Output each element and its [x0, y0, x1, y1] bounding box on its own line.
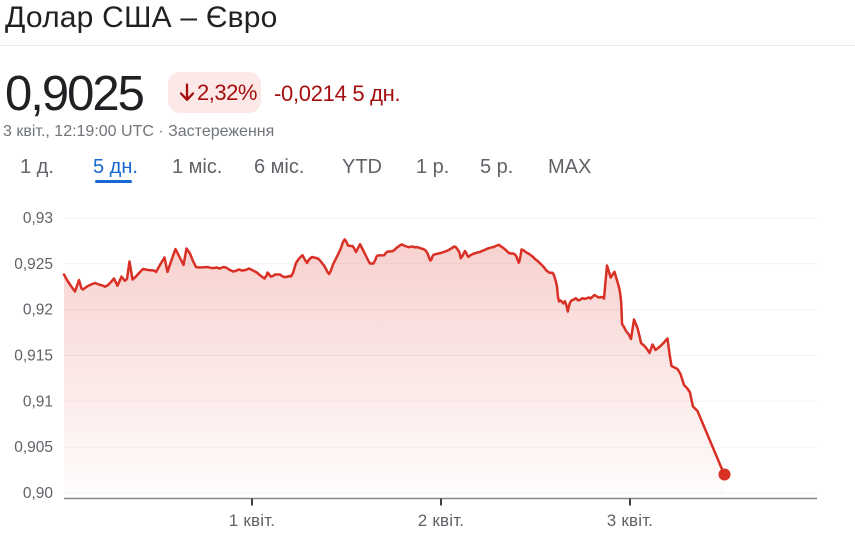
svg-text:0,90: 0,90 — [23, 485, 54, 502]
svg-text:2 квіт.: 2 квіт. — [418, 511, 464, 530]
svg-text:0,915: 0,915 — [14, 348, 53, 365]
svg-text:0,93: 0,93 — [23, 210, 53, 227]
svg-text:0,91: 0,91 — [23, 393, 53, 410]
svg-text:0,92: 0,92 — [23, 302, 53, 319]
svg-text:3 квіт.: 3 квіт. — [607, 511, 653, 530]
svg-text:0,925: 0,925 — [14, 256, 53, 273]
svg-text:1 квіт.: 1 квіт. — [229, 511, 275, 530]
svg-text:0,905: 0,905 — [14, 439, 53, 456]
